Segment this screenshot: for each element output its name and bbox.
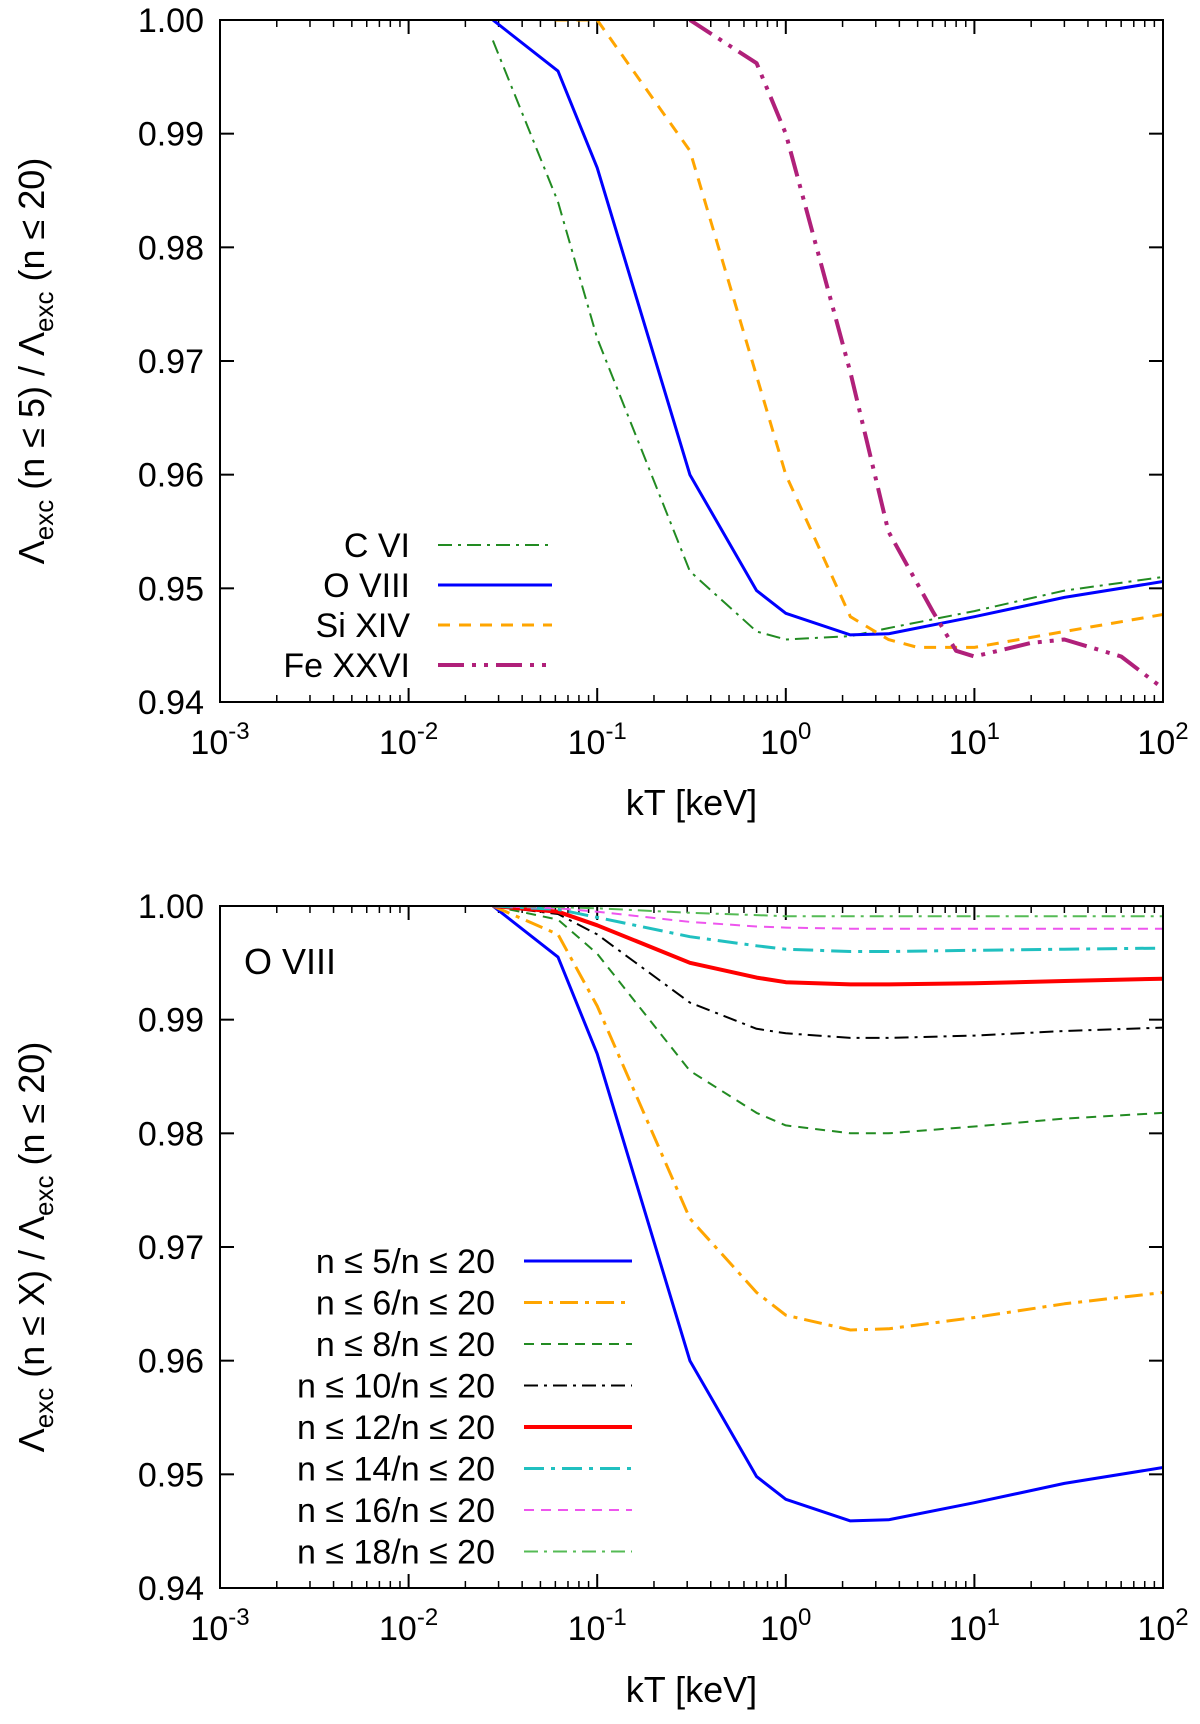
x-tick-label: 10-3 bbox=[190, 718, 249, 762]
x-tick-label: 10-3 bbox=[190, 1604, 249, 1648]
y-tick-label: 0.98 bbox=[138, 1115, 204, 1153]
panel-top-chart: 10-3 10-2 10-1 100 101 102 0.94 0.95 0.96 0.97 0.9… bbox=[11, 2, 1189, 823]
series-line bbox=[492, 906, 1163, 953]
ticks: 10-3 10-2 10-1 100 101 102 0.94 0.95 0.96 0.97 0.9… bbox=[138, 2, 1189, 762]
x-tick-label: 101 bbox=[949, 718, 1000, 762]
y-axis-title: Λexc (n ≤ X) / Λexc (n ≤ 20) bbox=[11, 1042, 59, 1453]
x-tick-label: 102 bbox=[1137, 1604, 1188, 1648]
y-tick-label: 0.99 bbox=[138, 1002, 204, 1040]
legend-label: n ≤ 6/n ≤ 20 bbox=[316, 1285, 495, 1323]
legend-label: n ≤ 12/n ≤ 20 bbox=[297, 1409, 495, 1447]
series-line bbox=[492, 906, 1163, 1039]
x-tick-label: 100 bbox=[760, 1604, 811, 1648]
x-tick-label: 100 bbox=[760, 718, 811, 762]
y-tick-label: 0.99 bbox=[138, 116, 204, 154]
x-tick-label: 10-1 bbox=[568, 1604, 627, 1648]
x-tick-label: 101 bbox=[949, 1604, 1000, 1648]
legend: n ≤ 5/n ≤ 20 n ≤ 6/n ≤ 20n ≤ 8/n ≤ 20 n ≤ … bbox=[297, 1243, 632, 1572]
series-lines bbox=[491, 20, 1163, 690]
series-line bbox=[492, 906, 1163, 930]
legend-label: n ≤ 16/n ≤ 20 bbox=[297, 1492, 495, 1530]
series-line bbox=[492, 906, 1163, 1332]
y-tick-label: 0.94 bbox=[138, 1570, 204, 1608]
series-line bbox=[555, 20, 1163, 649]
panel-bottom-chart: 10-3 10-2 10-1 100 101 102 0.94 0.95 0.96 0.97 0.9… bbox=[11, 888, 1189, 1710]
series-line bbox=[491, 20, 1163, 637]
legend-label: Si XIV bbox=[316, 607, 411, 645]
legend-label: C VI bbox=[344, 527, 410, 565]
series-line bbox=[491, 40, 1163, 641]
legend-label: Fe XXVI bbox=[283, 647, 410, 685]
x-tick-label: 10-1 bbox=[568, 718, 627, 762]
y-tick-label: 1.00 bbox=[138, 2, 204, 40]
y-tick-label: 0.97 bbox=[138, 1229, 204, 1267]
y-tick-label: 0.97 bbox=[138, 343, 204, 381]
y-tick-label: 0.95 bbox=[138, 570, 204, 608]
x-axis-title: kT [keV] bbox=[626, 782, 757, 823]
series-line bbox=[492, 906, 1163, 918]
y-axis-title: Λexc (n ≤ 5) / Λexc (n ≤ 20) bbox=[11, 158, 59, 565]
series-line bbox=[491, 906, 1163, 1523]
y-tick-label: 0.95 bbox=[138, 1456, 204, 1494]
y-tick-label: 0.96 bbox=[138, 457, 204, 495]
y-tick-label: 0.96 bbox=[138, 1343, 204, 1381]
x-tick-label: 10-2 bbox=[379, 718, 438, 762]
x-tick-label: 10-2 bbox=[379, 1604, 438, 1648]
plot-frame bbox=[219, 19, 1164, 703]
plot-frame bbox=[219, 905, 1164, 1589]
series-line bbox=[492, 906, 1163, 987]
x-tick-label: 102 bbox=[1137, 718, 1188, 762]
ticks: 10-3 10-2 10-1 100 101 102 0.94 0.95 0.96 0.97 0.9… bbox=[138, 888, 1189, 1648]
legend-label: n ≤ 14/n ≤ 20 bbox=[297, 1451, 495, 1489]
legend-label: O VIII bbox=[323, 567, 410, 605]
series-line bbox=[688, 20, 1163, 690]
x-axis-title: kT [keV] bbox=[626, 1669, 757, 1710]
legend-label: n ≤ 8/n ≤ 20 bbox=[316, 1326, 495, 1364]
series-lines bbox=[491, 906, 1163, 1523]
panel-annotation: O VIII bbox=[244, 941, 336, 982]
legend-label: n ≤ 18/n ≤ 20 bbox=[297, 1534, 495, 1572]
legend-label: n ≤ 5/n ≤ 20 bbox=[316, 1243, 495, 1281]
y-tick-label: 0.94 bbox=[138, 684, 204, 722]
legend-label: n ≤ 10/n ≤ 20 bbox=[297, 1368, 495, 1406]
y-tick-label: 0.98 bbox=[138, 229, 204, 267]
series-line bbox=[492, 906, 1163, 1135]
y-tick-label: 1.00 bbox=[138, 888, 204, 926]
